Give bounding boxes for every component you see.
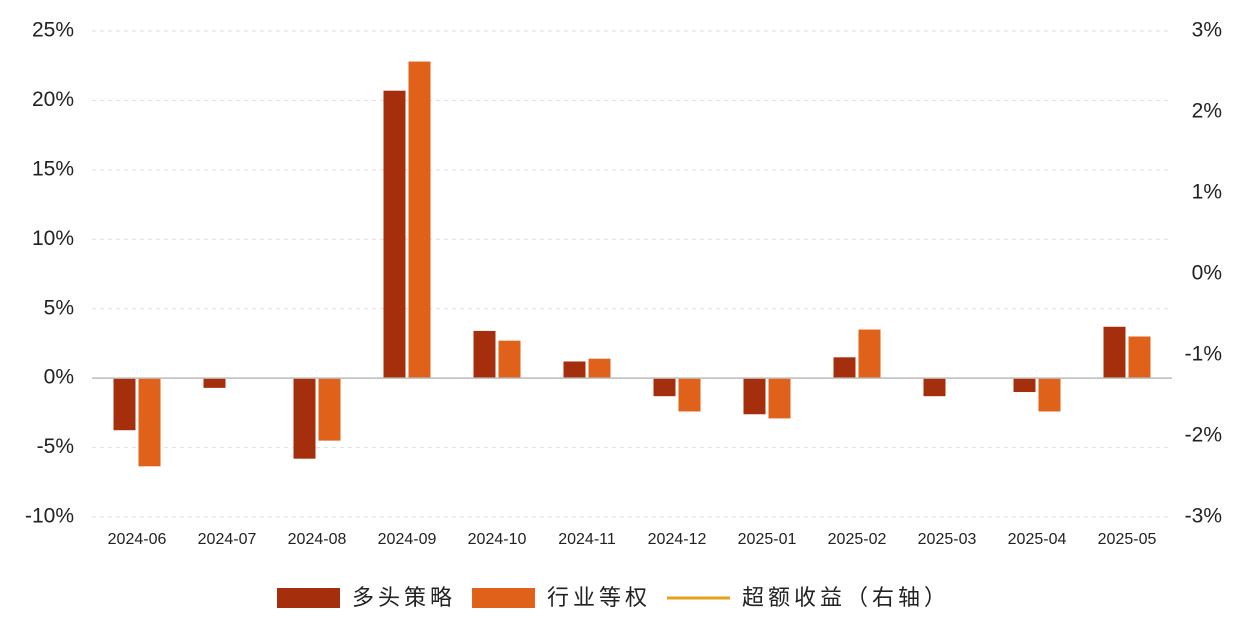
y2-tick-label: 3%	[1192, 19, 1222, 42]
bar	[1128, 336, 1151, 379]
legend-swatch	[277, 588, 340, 608]
x-tick-label: 2024-12	[648, 531, 707, 548]
bar	[113, 378, 136, 431]
y2-tick-label: -3%	[1185, 505, 1222, 528]
bar	[1013, 378, 1036, 393]
x-tick-label: 2025-01	[738, 531, 797, 548]
legend-swatch	[472, 588, 536, 608]
bar	[743, 378, 766, 415]
y-tick-label: 10%	[32, 227, 74, 250]
x-tick-label: 2025-03	[918, 531, 977, 548]
bar	[678, 378, 701, 412]
x-tick-label: 2024-06	[108, 531, 167, 548]
x-tick-label: 2024-11	[558, 531, 616, 548]
bar	[923, 378, 946, 397]
y-tick-label: -5%	[37, 435, 74, 458]
x-tick-label: 2024-09	[378, 531, 437, 548]
x-tick-label: 2025-05	[1098, 531, 1157, 548]
bar	[473, 330, 496, 379]
bar	[563, 361, 586, 379]
y2-tick-label: -1%	[1185, 343, 1222, 366]
bar	[318, 378, 341, 441]
bar	[498, 340, 521, 379]
y-tick-label: 25%	[32, 19, 74, 42]
y-tick-label: 0%	[44, 366, 74, 389]
bar	[1103, 326, 1126, 379]
y2-tick-label: 2%	[1192, 100, 1222, 123]
legend-label: 超额收益（右轴）	[742, 585, 950, 610]
x-tick-label: 2024-07	[198, 531, 257, 548]
y2-tick-label: 1%	[1192, 181, 1222, 204]
bar	[653, 378, 676, 397]
bar	[293, 378, 316, 459]
bar	[138, 378, 161, 467]
bar	[383, 90, 406, 379]
x-tick-label: 2024-10	[468, 531, 527, 548]
bar	[858, 329, 881, 379]
x-tick-label: 2025-02	[828, 531, 887, 548]
bar	[833, 357, 856, 379]
legend-label: 多头策略	[352, 585, 456, 610]
legend-label: 行业等权	[547, 585, 651, 610]
y2-tick-label: -2%	[1185, 424, 1222, 447]
y-tick-label: 20%	[32, 88, 74, 111]
bar	[408, 61, 431, 379]
bar	[203, 378, 226, 388]
y-tick-label: 15%	[32, 157, 74, 180]
bar	[1038, 378, 1061, 412]
x-tick-label: 2025-04	[1008, 531, 1067, 548]
y-tick-label: 5%	[44, 296, 74, 319]
x-tick-label: 2024-08	[288, 531, 347, 548]
bar	[588, 358, 611, 379]
y2-tick-label: 0%	[1192, 262, 1222, 285]
y-tick-label: -10%	[25, 505, 74, 528]
bar	[768, 378, 791, 419]
